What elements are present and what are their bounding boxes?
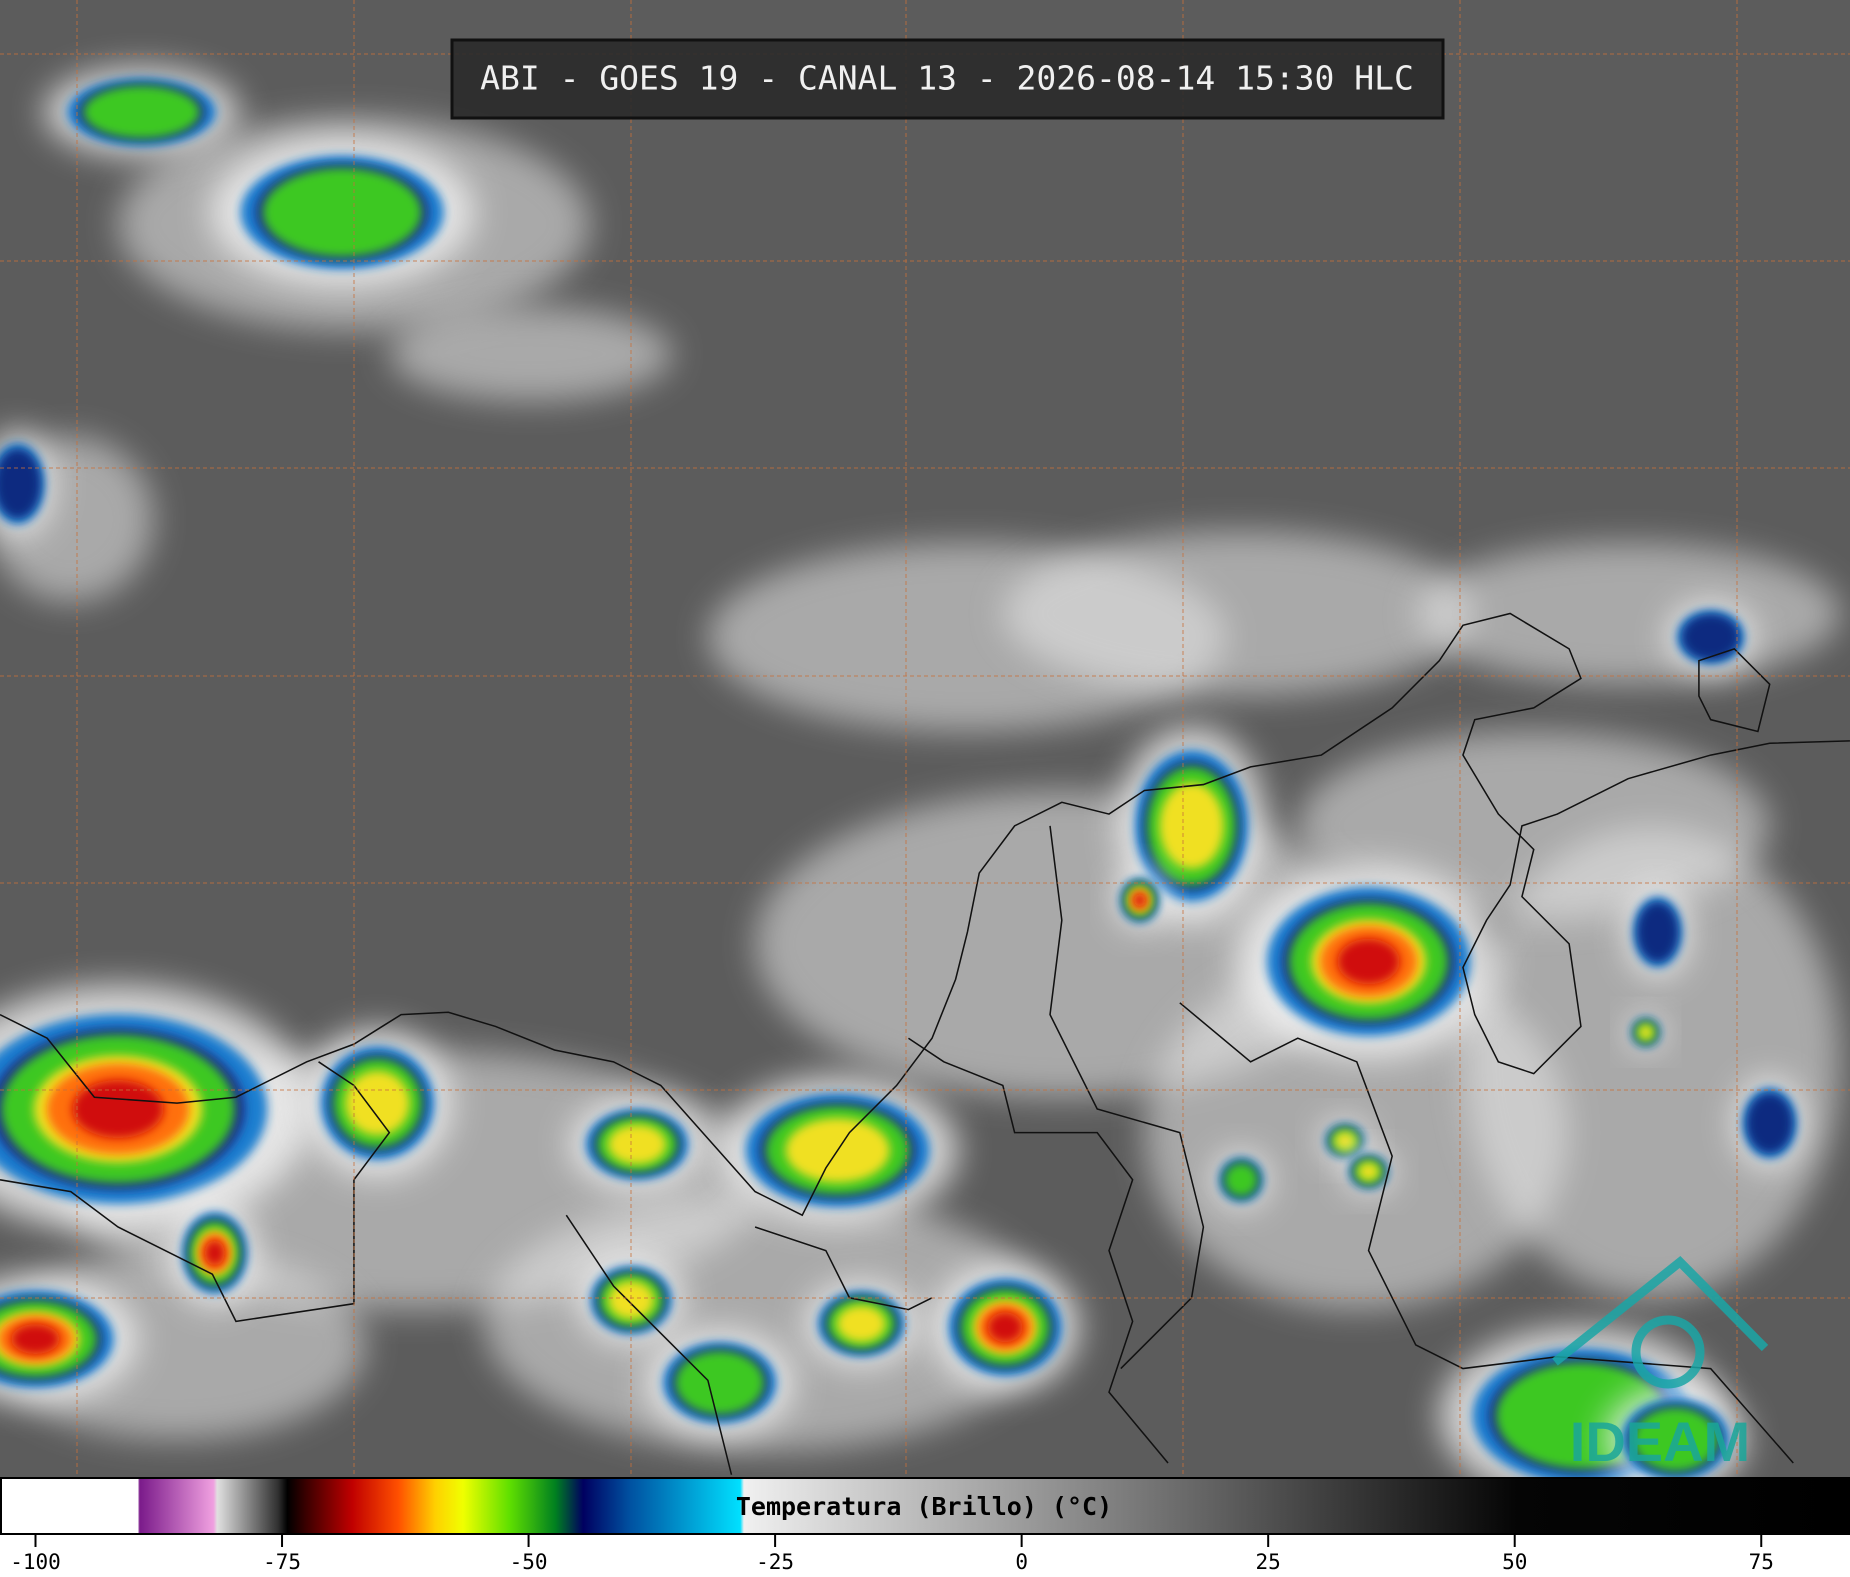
colorbar-tick-label: 75 <box>1749 1550 1774 1574</box>
logo-roof <box>1552 1255 1769 1366</box>
cell-yellow <box>608 1280 655 1320</box>
colorbar-tick-label: -50 <box>510 1550 548 1574</box>
cell-red <box>987 1312 1023 1343</box>
logo-spiral <box>1631 1315 1705 1389</box>
cloud <box>1462 825 1841 1298</box>
cell-yellow <box>1638 1024 1654 1040</box>
cell-green <box>675 1350 765 1415</box>
colorbar: Temperatura (Brillo) (°C) -100 -75 -50 -25 0… <box>0 1477 1850 1577</box>
colorbar-tick-label: 25 <box>1256 1550 1281 1574</box>
colorbar-gradient <box>0 1477 1850 1535</box>
cloud <box>1002 530 1475 697</box>
cell-yellow <box>836 1305 886 1343</box>
title: ABI - GOES 19 - CANAL 13 - 2026-08-14 15… <box>480 59 1414 98</box>
colorbar-label: Temperatura (Brillo) (°C) <box>736 1492 1112 1521</box>
cell-yellow <box>1159 782 1224 869</box>
title-box: ABI - GOES 19 - CANAL 13 - 2026-08-14 15… <box>450 38 1445 120</box>
cloud <box>1415 542 1841 685</box>
cell-red <box>1133 893 1146 907</box>
colorbar-tick-label: -25 <box>756 1550 794 1574</box>
cell-yellow <box>607 1124 667 1165</box>
title-background <box>450 38 1445 120</box>
cell-core <box>0 449 41 519</box>
cell-core <box>1746 1093 1793 1154</box>
cell-core <box>1681 613 1740 661</box>
colorbar-tick-label: -75 <box>263 1550 301 1574</box>
lat-lon-grid <box>0 0 1850 1477</box>
cell-yellow <box>1334 1131 1356 1151</box>
logo-text: IDEAM <box>1570 1410 1750 1473</box>
cell-green <box>1632 1407 1718 1472</box>
logo: IDEAM <box>1552 1255 1769 1473</box>
cell-red <box>11 1324 60 1354</box>
cell-red <box>1337 938 1400 985</box>
colorbar-tick-label: 0 <box>1015 1550 1028 1574</box>
cell-core <box>1636 901 1679 963</box>
colorbar-tick-label: -100 <box>10 1550 61 1574</box>
cell-red <box>204 1240 225 1266</box>
cell-green <box>262 167 422 257</box>
cell-green <box>1224 1162 1259 1197</box>
cell-yellow <box>1357 1162 1380 1181</box>
coastlines <box>0 612 1850 1475</box>
cell-green <box>83 85 200 139</box>
colorbar-tick-label: 50 <box>1502 1550 1527 1574</box>
cell-red <box>72 1080 164 1138</box>
cell-yellow <box>345 1070 410 1136</box>
cloud <box>389 306 673 402</box>
